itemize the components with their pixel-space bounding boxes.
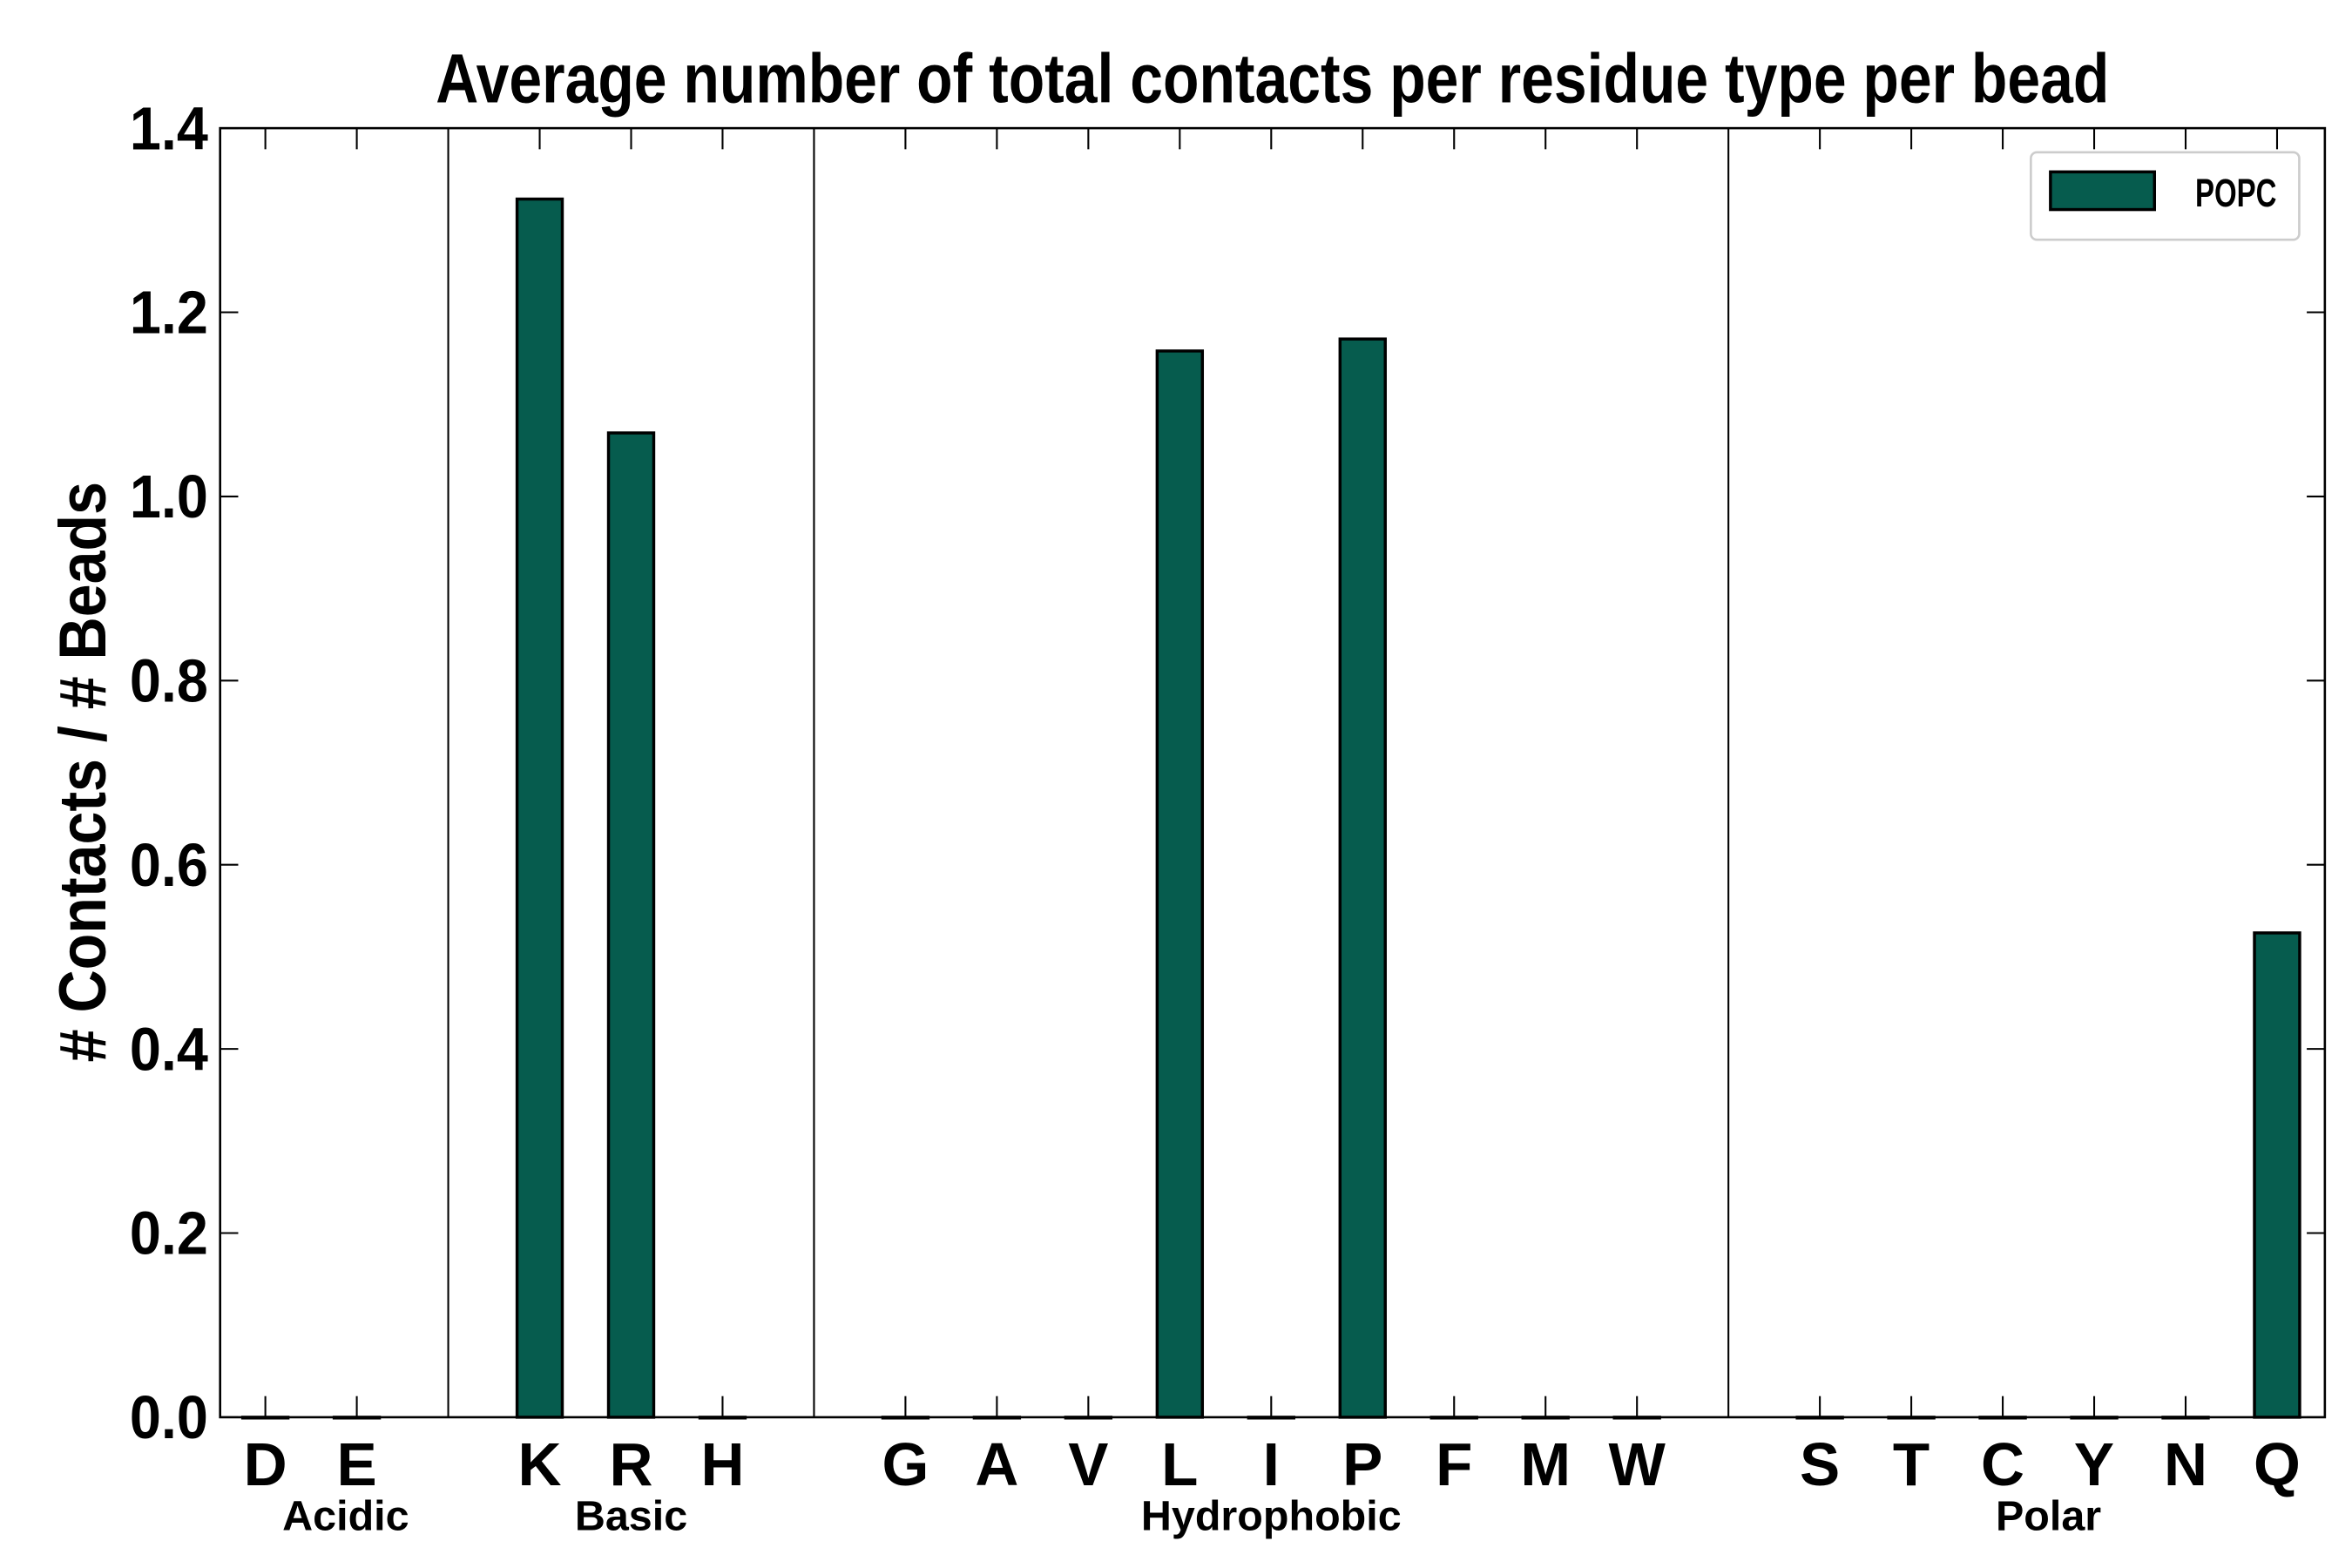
x-tick-label: I [1263,1430,1280,1498]
x-tick-label: F [1436,1430,1472,1498]
bar [1338,337,1387,1419]
x-tick-label: K [518,1430,562,1498]
x-tick-label: G [882,1430,929,1498]
y-tick-label: 1.4 [130,94,208,162]
x-tick-label: S [1800,1430,1840,1498]
bar [606,431,656,1419]
y-tick-label: 1.2 [130,279,208,347]
x-tick-label: Q [2254,1430,2301,1498]
group-label: Basic [575,1493,687,1540]
x-tick-label: V [1068,1430,1108,1498]
y-tick-label: 0.8 [130,647,208,715]
x-tick-label: R [609,1430,652,1498]
y-tick-label: 0.2 [130,1200,208,1267]
x-tick-label: P [1342,1430,1382,1498]
x-tick-label: N [2164,1430,2207,1498]
legend-label: POPC [2195,171,2276,215]
x-tick-label: L [1161,1430,1198,1498]
x-tick-label: C [1981,1430,2024,1498]
legend-swatch [2049,170,2156,212]
x-tick-label: A [975,1430,1018,1498]
x-tick-label: M [1520,1430,1571,1498]
y-axis-label: # Contacts / # Beads [46,482,120,1062]
group-label: Hydrophobic [1141,1493,1402,1540]
bar [515,197,564,1419]
x-tick-label: H [700,1430,744,1498]
group-label: Polar [1996,1493,2101,1540]
group-label: Acidic [282,1493,409,1540]
x-tick-label: W [1609,1430,1666,1498]
plot-frame [219,126,2327,1419]
y-tick-label: 0.4 [130,1015,208,1083]
chart-title: Average number of total contacts per res… [436,40,2109,118]
bar [2253,931,2301,1419]
y-tick-label: 1.0 [130,463,208,531]
bar [1155,349,1205,1419]
legend: POPC [2030,151,2301,241]
y-tick-label: 0.0 [130,1383,208,1451]
y-tick-label: 0.6 [130,831,208,899]
x-tick-label: D [244,1430,287,1498]
x-tick-label: T [1893,1430,1930,1498]
x-tick-label: Y [2074,1430,2114,1498]
x-tick-label: E [337,1430,377,1498]
